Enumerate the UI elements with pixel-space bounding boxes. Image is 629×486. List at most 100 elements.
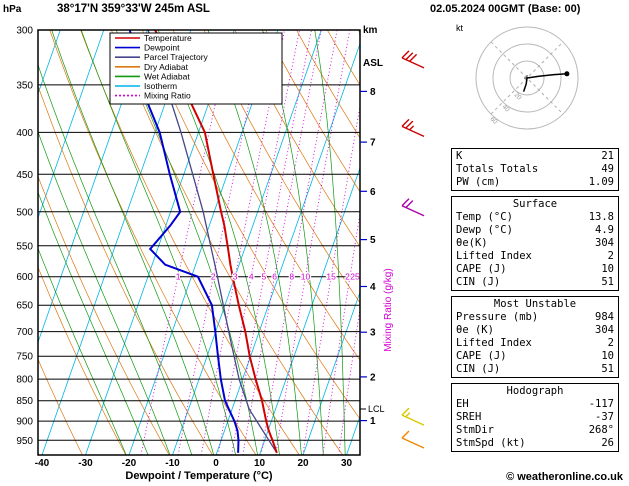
wet-adiabat-lines [38, 30, 360, 455]
svg-text:10: 10 [301, 272, 311, 282]
stat-row: Dewp (°C) 4.9 [456, 224, 614, 237]
stat-row: CIN (J) 51 [456, 276, 614, 289]
svg-text:20: 20 [513, 91, 523, 101]
svg-text:Mixing Ratio: Mixing Ratio [144, 91, 191, 101]
svg-text:550: 550 [16, 241, 33, 252]
temperature-curve [154, 30, 278, 454]
svg-text:500: 500 [16, 207, 33, 218]
svg-text:950: 950 [16, 436, 33, 447]
indices-panels: K 21 Totals Totals 49 PW (cm) 1.09 Surface Temp… [451, 148, 619, 457]
stat-value: 4.9 [595, 224, 614, 236]
svg-text:700: 700 [16, 327, 33, 338]
panel-most_unstable: Most Unstable Pressure (mb) 984 θe (K) 304 Li… [451, 296, 619, 378]
stat-label: Totals Totals [456, 163, 539, 175]
svg-text:-10: -10 [165, 458, 180, 469]
svg-text:400: 400 [16, 128, 33, 139]
svg-text:1: 1 [370, 416, 376, 427]
stat-value: 984 [595, 311, 614, 323]
copyright-credit: © weatheronline.co.uk [506, 471, 623, 483]
stat-value: 13.8 [588, 211, 614, 223]
wind-barb [401, 407, 425, 426]
svg-text:750: 750 [16, 352, 33, 363]
stat-row: CAPE (J) 10 [456, 263, 614, 276]
svg-text:25: 25 [350, 272, 360, 282]
stat-value: 51 [601, 276, 614, 288]
km-label: km [363, 25, 378, 36]
panel-title: Surface [512, 198, 558, 210]
svg-text:800: 800 [16, 375, 33, 386]
svg-text:20: 20 [297, 458, 309, 469]
svg-text:Temperature: Temperature [144, 33, 192, 43]
svg-text:600: 600 [16, 272, 33, 283]
stat-value: 10 [601, 263, 614, 275]
stat-label: CAPE (J) [456, 263, 507, 275]
svg-text:LCL: LCL [368, 404, 385, 414]
svg-text:40: 40 [501, 103, 511, 113]
panel-title: Most Unstable [493, 298, 577, 310]
stat-label: CAPE (J) [456, 350, 507, 362]
stat-label: CIN (J) [456, 363, 501, 375]
wind-barb [401, 50, 425, 69]
stat-label: θe(K) [456, 237, 488, 249]
pressure-tick-labels: 300 350 400 450 500 550 600 650 700 750 800 850 900 9… [16, 26, 33, 447]
svg-text:60: 60 [488, 116, 498, 126]
svg-text:5: 5 [262, 272, 267, 282]
lcl-marker: LCL [360, 404, 385, 414]
svg-text:900: 900 [16, 417, 33, 428]
stat-label: Temp (°C) [456, 211, 513, 223]
svg-text:0: 0 [213, 458, 219, 469]
svg-text:6: 6 [370, 187, 376, 198]
plot-frame [37, 29, 361, 456]
hodograph-unit-label: kt [456, 23, 464, 33]
dewpoint-curve [128, 30, 240, 453]
hodograph-trace [522, 71, 570, 92]
svg-text:Dry Adiabat: Dry Adiabat [144, 62, 189, 72]
stat-row: StmSpd (kt) 26 [456, 437, 614, 450]
stat-row: K 21 [456, 150, 614, 163]
svg-text:-30: -30 [78, 458, 93, 469]
stat-label: θe (K) [456, 324, 494, 336]
svg-text:650: 650 [16, 301, 33, 312]
svg-text:2: 2 [370, 372, 376, 383]
stat-row: CIN (J) 51 [456, 363, 614, 376]
stat-row: SREH -37 [456, 411, 614, 424]
svg-text:4: 4 [370, 282, 376, 293]
stat-label: EH [456, 398, 469, 410]
temperature-tick-labels: -40 -30 -20 -10 0 10 20 30 [35, 458, 353, 469]
svg-text:Dewpoint: Dewpoint [144, 43, 180, 53]
svg-text:8: 8 [370, 87, 376, 98]
stat-label: CIN (J) [456, 276, 501, 288]
pressure-unit-label: hPa [3, 4, 22, 15]
stat-value: 268° [588, 424, 614, 436]
stat-label: StmSpd (kt) [456, 437, 526, 449]
panel-title: Hodograph [506, 385, 564, 397]
skewt-chart: 300 350 400 450 500 550 600 650 700 750 800 850 900 9… [16, 26, 425, 482]
svg-text:8: 8 [289, 272, 294, 282]
svg-text:3: 3 [370, 328, 376, 339]
panel-hodograph_panel: Hodograph EH -117 SREH -37 StmDir 268° StmSpd (… [451, 383, 619, 452]
svg-text:2: 2 [211, 272, 216, 282]
svg-text:15: 15 [326, 272, 336, 282]
stat-row: EH -117 [456, 398, 614, 411]
wind-barb [401, 198, 425, 217]
stat-row: Pressure (mb) 984 [456, 311, 614, 324]
svg-text:300: 300 [16, 26, 33, 37]
stat-row: Lifted Index 2 [456, 250, 614, 263]
svg-text:3: 3 [233, 272, 238, 282]
svg-text:20: 20 [345, 272, 355, 282]
mixing-ratio-lines [140, 30, 360, 455]
km-axis-ticks [360, 90, 367, 422]
svg-text:10: 10 [254, 458, 266, 469]
stat-row: θe (K) 304 [456, 324, 614, 337]
stat-value: 26 [601, 437, 614, 449]
svg-text:Wet Adiabat: Wet Adiabat [144, 71, 190, 81]
svg-text:350: 350 [16, 80, 33, 91]
stat-value: 49 [601, 163, 614, 175]
stat-value: 304 [595, 324, 614, 336]
stat-label: K [456, 150, 463, 162]
stat-value: 2 [607, 250, 614, 262]
